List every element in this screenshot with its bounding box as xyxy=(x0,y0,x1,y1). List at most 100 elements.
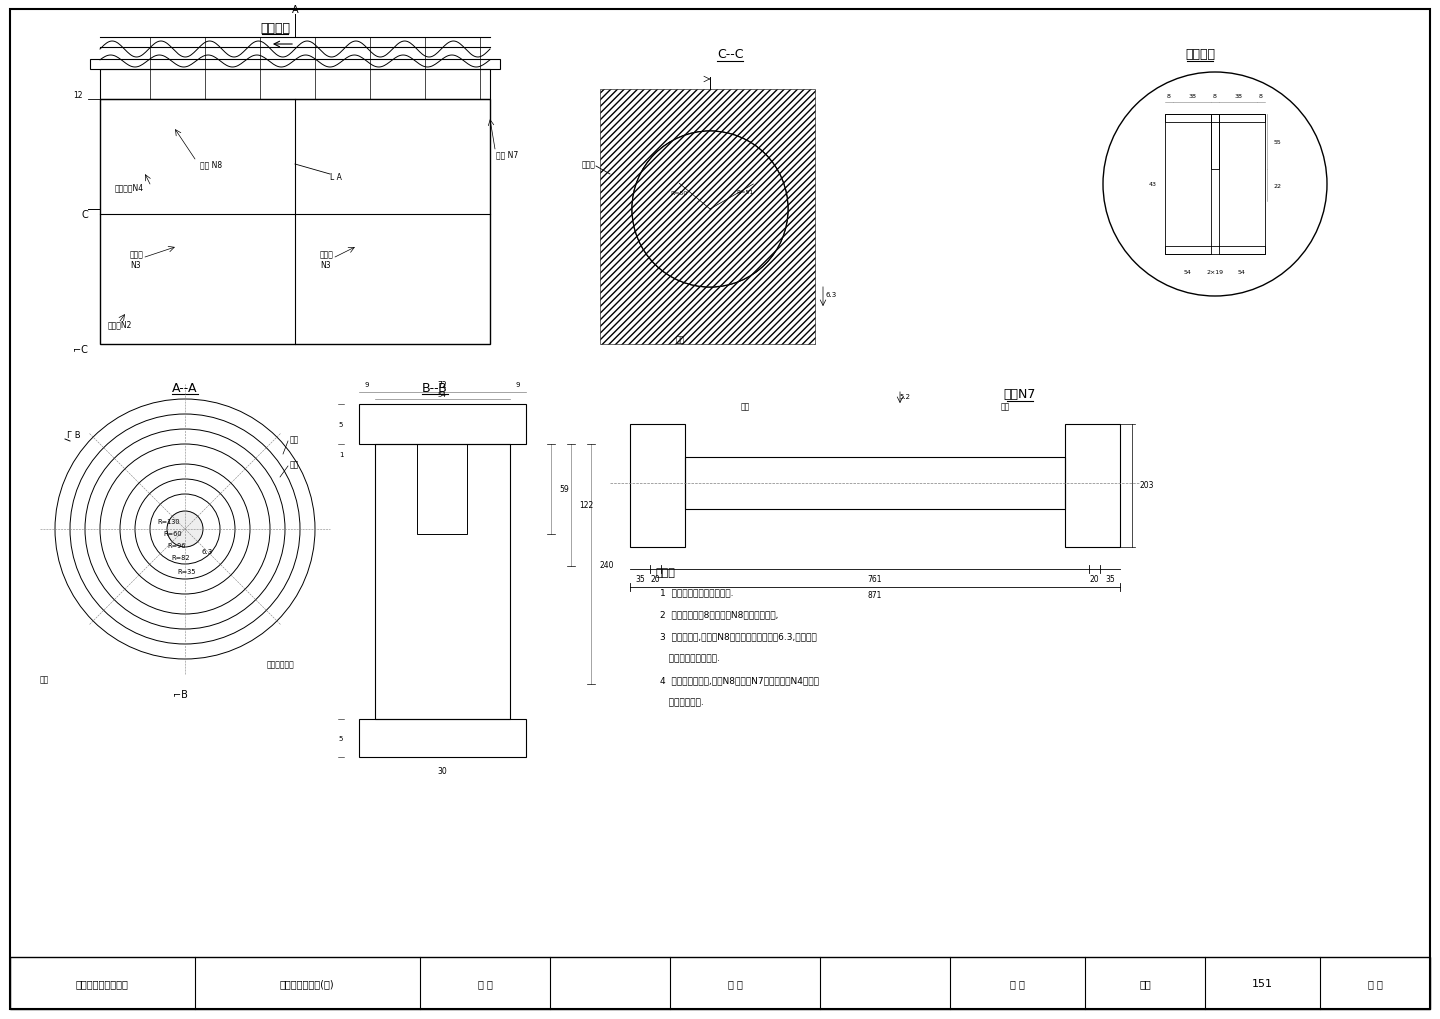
Bar xyxy=(99,70,490,100)
Text: L A: L A xyxy=(330,173,341,182)
Text: R=50: R=50 xyxy=(670,192,687,197)
Text: 5.2: 5.2 xyxy=(900,393,910,399)
Text: 1: 1 xyxy=(338,451,343,458)
Bar xyxy=(1165,115,1211,255)
Text: 3  棍动装置中,应保证N8两滑轮片间光洁度为6.3,且两滑轮: 3 棍动装置中,应保证N8两滑轮片间光洁度为6.3,且两滑轮 xyxy=(660,632,816,640)
Text: R=130: R=130 xyxy=(157,519,180,525)
Text: Г B: Г B xyxy=(68,430,81,439)
Circle shape xyxy=(632,131,788,287)
Text: 附注：: 附注： xyxy=(655,568,675,578)
Text: 35: 35 xyxy=(1106,574,1115,583)
Text: 日 期: 日 期 xyxy=(1368,978,1382,988)
Circle shape xyxy=(167,512,203,547)
Text: 55: 55 xyxy=(1273,140,1280,145)
Bar xyxy=(631,425,685,547)
Text: ⌐B: ⌐B xyxy=(173,689,187,699)
Text: 轮槽大样: 轮槽大样 xyxy=(1185,49,1215,61)
Text: 6.3: 6.3 xyxy=(825,291,837,298)
Text: 槽孔: 槽孔 xyxy=(1001,403,1009,411)
Text: 轮槽: 轮槽 xyxy=(289,435,300,444)
Text: 43: 43 xyxy=(1149,182,1156,187)
Text: 片间应涂抹四氟黄油.: 片间应涂抹四氟黄油. xyxy=(660,653,720,662)
Text: 9: 9 xyxy=(364,382,369,387)
Text: 加劲钢板N4: 加劲钢板N4 xyxy=(115,183,144,193)
Bar xyxy=(418,444,467,535)
Bar xyxy=(1220,115,1264,255)
Text: 38: 38 xyxy=(1234,95,1241,100)
Text: 复苯: 复苯 xyxy=(40,675,49,684)
Text: R=82: R=82 xyxy=(171,554,190,560)
Text: N3: N3 xyxy=(130,260,141,269)
Text: 5: 5 xyxy=(338,736,343,741)
Text: 20: 20 xyxy=(1090,574,1100,583)
Bar xyxy=(1165,247,1264,255)
Bar xyxy=(374,444,510,719)
Text: 图号: 图号 xyxy=(1139,978,1151,988)
Text: 9: 9 xyxy=(516,382,520,387)
Text: N3: N3 xyxy=(320,260,331,269)
Text: 棍动装置: 棍动装置 xyxy=(261,21,289,35)
Text: 122: 122 xyxy=(579,501,593,510)
Text: 塔顶索鞍构造图(二): 塔顶索鞍构造图(二) xyxy=(279,978,334,988)
Text: 203: 203 xyxy=(1140,481,1155,490)
Text: 滑轮 N8: 滑轮 N8 xyxy=(200,160,222,169)
Bar xyxy=(99,100,490,344)
Text: 72: 72 xyxy=(438,380,446,389)
Text: R=35: R=35 xyxy=(177,569,196,575)
Text: 涂抹四氟黄油.: 涂抹四氟黄油. xyxy=(660,697,704,706)
Text: 槽孔: 槽孔 xyxy=(740,403,750,411)
Text: C--C: C--C xyxy=(717,49,743,61)
Text: 6.3: 6.3 xyxy=(202,548,213,554)
Text: 腹面板: 腹面板 xyxy=(130,251,144,259)
Text: 12: 12 xyxy=(73,91,82,100)
Bar xyxy=(91,60,500,70)
Bar xyxy=(10,957,1430,1009)
Text: 30: 30 xyxy=(438,766,446,775)
Text: A--A: A--A xyxy=(173,381,197,394)
Text: 纵隔板: 纵隔板 xyxy=(582,160,595,169)
Text: ⌐C: ⌐C xyxy=(73,344,88,355)
Text: 1  本图尺寸均以毫米为单位.: 1 本图尺寸均以毫米为单位. xyxy=(660,587,733,596)
Text: 复 核: 复 核 xyxy=(727,978,743,988)
Text: 4  安装棍动装置时,滑轮N8与棍轴N7及加劲钢板N4间均应: 4 安装棍动装置时,滑轮N8与棍轴N7及加劲钢板N4间均应 xyxy=(660,676,819,685)
Text: 腹面板: 腹面板 xyxy=(320,251,334,259)
Bar xyxy=(1165,115,1264,123)
Text: 38: 38 xyxy=(1188,95,1197,100)
Text: 2×19: 2×19 xyxy=(1207,270,1224,275)
Text: 151: 151 xyxy=(1251,978,1273,988)
Bar xyxy=(600,90,815,344)
Text: 35: 35 xyxy=(635,574,645,583)
Text: 棍轴N7: 棍轴N7 xyxy=(1004,388,1037,401)
Text: 22: 22 xyxy=(1273,183,1282,189)
Bar xyxy=(1066,425,1120,547)
Text: 设 计: 设 计 xyxy=(478,978,492,988)
Text: 871: 871 xyxy=(868,591,883,600)
Text: 54: 54 xyxy=(438,391,446,397)
Text: 20: 20 xyxy=(651,574,660,583)
Bar xyxy=(1211,115,1220,170)
Text: 棍轴 N7: 棍轴 N7 xyxy=(495,151,518,159)
Text: 761: 761 xyxy=(868,574,883,583)
Text: 8: 8 xyxy=(1259,95,1263,100)
Text: R=60: R=60 xyxy=(163,531,181,536)
Text: 8: 8 xyxy=(1212,95,1217,100)
Text: 审 核: 审 核 xyxy=(1009,978,1024,988)
Text: 巫山县巫峡长江大桥: 巫山县巫峡长江大桥 xyxy=(75,978,128,988)
Bar xyxy=(359,405,526,444)
Text: 2  每个棍轴上由8块小滑轮N8组成一组滑轮,: 2 每个棍轴上由8块小滑轮N8组成一组滑轮, xyxy=(660,609,779,619)
Text: 涂抹四氟黄油: 涂抹四氟黄油 xyxy=(266,660,295,668)
Text: A: A xyxy=(292,5,298,15)
Text: C: C xyxy=(81,210,88,220)
Text: 59: 59 xyxy=(559,485,569,494)
Text: B--B: B--B xyxy=(422,381,448,394)
Text: R=96: R=96 xyxy=(167,542,186,548)
Bar xyxy=(685,458,1066,510)
Text: 54: 54 xyxy=(1238,270,1246,275)
Bar xyxy=(359,719,526,757)
Text: 复苯: 复苯 xyxy=(675,335,684,344)
Text: 底面板N2: 底面板N2 xyxy=(108,320,132,329)
Text: 54: 54 xyxy=(1184,270,1192,275)
Text: 8: 8 xyxy=(1166,95,1171,100)
Text: 5: 5 xyxy=(338,422,343,428)
Circle shape xyxy=(632,131,788,287)
